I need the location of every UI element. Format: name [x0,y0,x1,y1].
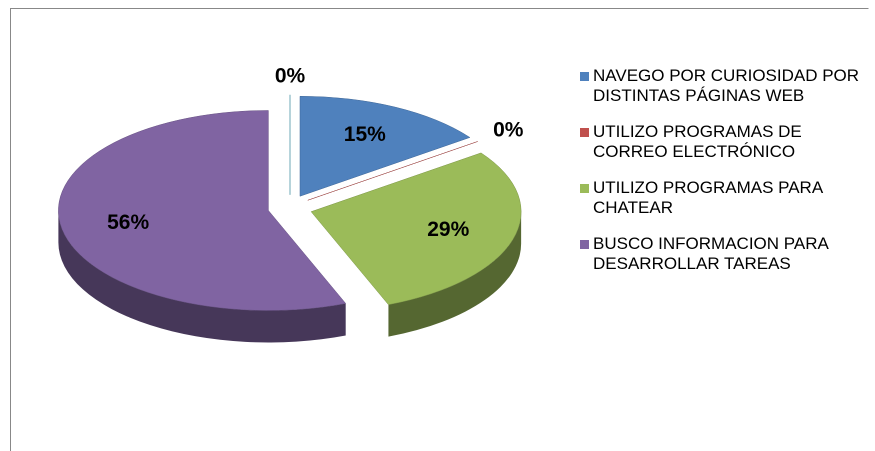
legend-swatch [580,184,589,193]
slice [299,95,471,197]
slice-side [388,211,522,337]
legend-item: NAVEGO POR CURIOSIDAD POR DISTINTAS PÁGI… [580,66,865,106]
data-label: 56% [107,211,149,234]
legend-label: UTILIZO PROGRAMAS DE CORREO ELECTRÓNICO [593,122,802,161]
legend: NAVEGO POR CURIOSIDAD POR DISTINTAS PÁGI… [580,66,865,274]
chart-border [10,8,869,451]
legend-swatch [580,240,589,249]
slice-tops [58,94,522,311]
legend-label: UTILIZO PROGRAMAS PARA CHATEAR [593,178,823,217]
legend-label: BUSCO INFORMACION PARA DESARROLLAR TAREA… [593,234,828,273]
legend-swatch [580,72,589,81]
legend-label: NAVEGO POR CURIOSIDAD POR DISTINTAS PÁGI… [593,66,860,105]
slice-side [58,210,346,343]
data-label: 29% [427,218,469,241]
slice [307,141,478,201]
legend-swatch [580,128,589,137]
data-label: 0% [493,118,524,141]
slice [58,110,347,311]
data-label: 15% [344,123,386,146]
data-label: 0% [275,64,306,87]
legend-item: UTILIZO PROGRAMAS DE CORREO ELECTRÓNICO [580,122,865,162]
slice-sides [58,210,522,343]
legend-item: BUSCO INFORMACION PARA DESARROLLAR TAREA… [580,234,865,274]
legend-item: UTILIZO PROGRAMAS PARA CHATEAR [580,178,865,218]
slice [310,152,522,305]
